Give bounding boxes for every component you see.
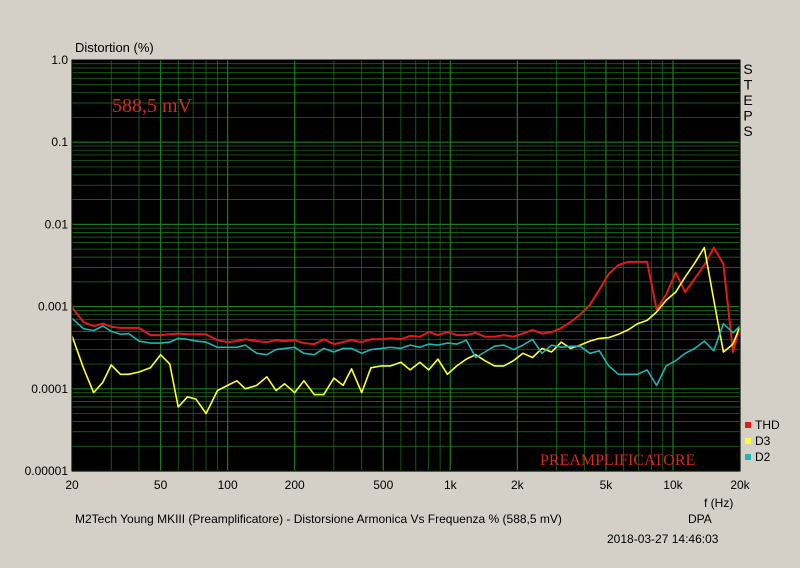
chart-title: M2Tech Young MKIII (Preamplificatore) - … <box>75 512 562 526</box>
side-label-letter: T <box>744 77 753 93</box>
x-tick-label: 5k <box>600 478 614 492</box>
y-tick-labels: 1.0 0.1 0.01 0.001 0.0001 0.00001 <box>25 53 69 478</box>
legend-label-d3: D3 <box>755 434 771 448</box>
y-tick-label: 0.1 <box>51 135 68 149</box>
y-tick-label: 0.00001 <box>25 464 69 478</box>
y-tick-label: 0.0001 <box>31 382 68 396</box>
legend: THD D3 D2 <box>745 418 780 464</box>
x-tick-labels: 20 50 100 200 500 1k 2k 5k 10k 20k <box>65 478 750 492</box>
level-annotation: 588,5 mV <box>112 95 193 117</box>
x-tick-label: 200 <box>285 478 305 492</box>
x-tick-label: 500 <box>373 478 393 492</box>
plot-frame <box>71 59 741 472</box>
legend-label-thd: THD <box>755 418 780 432</box>
legend-swatch-d2 <box>745 454 751 460</box>
y-tick-label: 1.0 <box>51 53 68 67</box>
legend-swatch-d3 <box>745 438 751 444</box>
brand-label: DPA <box>688 512 712 526</box>
side-label-letter: P <box>743 108 752 124</box>
x-tick-label: 100 <box>218 478 238 492</box>
side-label-letter: S <box>743 61 752 77</box>
x-axis-label: f (Hz) <box>704 496 733 510</box>
series-line-thd <box>71 246 741 353</box>
y-axis-label: Distortion (%) <box>75 40 154 55</box>
side-label-letter: S <box>743 123 752 139</box>
x-tick-label: 20k <box>730 478 750 492</box>
section-annotation: PREAMPLIFICATORE <box>540 452 695 469</box>
x-tick-label: 20 <box>65 478 79 492</box>
series-line-d3 <box>71 246 741 415</box>
legend-label-d2: D2 <box>755 450 771 464</box>
legend-swatch-thd <box>745 422 751 428</box>
side-label-letter: E <box>743 92 752 108</box>
y-tick-label: 0.001 <box>38 300 68 314</box>
series-lines <box>71 246 741 415</box>
timestamp: 2018-03-27 14:46:03 <box>607 532 719 546</box>
plot-background <box>72 60 740 471</box>
x-tick-label: 50 <box>154 478 168 492</box>
x-tick-label: 1k <box>444 478 458 492</box>
y-tick-label: 0.01 <box>45 217 69 231</box>
series-line-d2 <box>71 317 741 387</box>
x-tick-label: 10k <box>663 478 683 492</box>
x-tick-label: 2k <box>511 478 525 492</box>
